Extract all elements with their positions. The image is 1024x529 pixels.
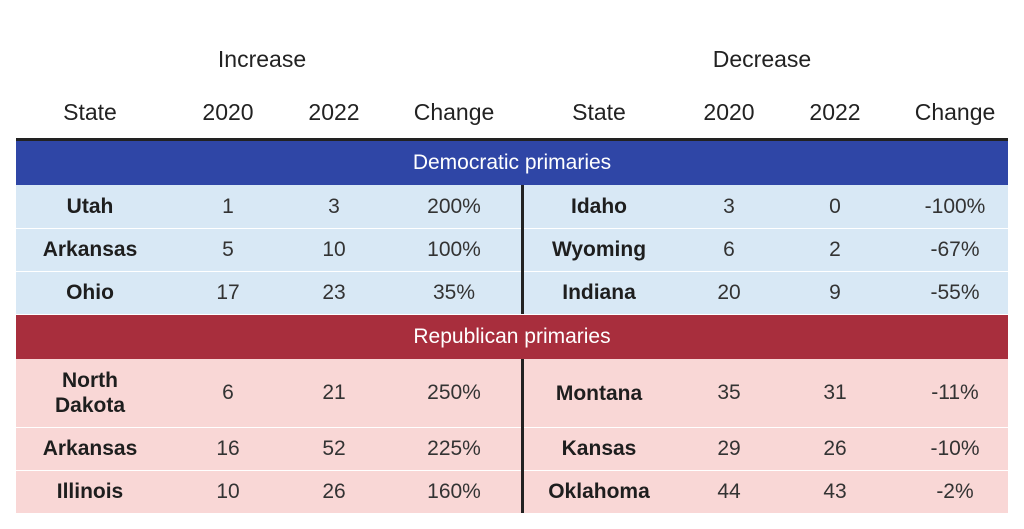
decrease-state-cell: Kansas: [561, 437, 637, 460]
increase-year-2020-cell: 5: [222, 237, 234, 261]
increase-group-header: Increase: [217, 46, 307, 72]
col-header-2020-increase: 2020: [202, 99, 254, 125]
increase-state-cell: Arkansas: [42, 437, 138, 460]
col-header-2022-increase: 2022: [308, 99, 360, 125]
increase-year-2020-cell: 6: [222, 381, 234, 404]
increase-year-2022-cell: 21: [322, 381, 346, 404]
decrease-state-cell: Indiana: [562, 281, 636, 304]
decrease-change-cell: -55%: [930, 280, 980, 304]
increase-year-2022-cell: 10: [322, 237, 346, 261]
decrease-year-2022-cell: 9: [829, 280, 841, 304]
increase-year-2020-cell: 10: [216, 479, 240, 503]
col-header-change-decrease: Change: [914, 99, 996, 125]
col-header-state-increase: State: [63, 99, 117, 125]
increase-state-cell: Ohio: [66, 281, 114, 304]
col-header-2020-decrease: 2020: [703, 99, 755, 125]
col-header-change-increase: Change: [413, 99, 495, 125]
increase-state-cell: North Dakota: [54, 369, 126, 417]
republican-rows: North Dakota 6 21 250% Montana 35 31 -11% Arkans…: [16, 359, 1008, 514]
decrease-change-cell: -67%: [930, 237, 980, 261]
column-divider: [521, 185, 524, 314]
decrease-change-cell: -11%: [931, 381, 979, 404]
increase-state-cell: Utah: [66, 195, 114, 218]
column-divider: [521, 359, 524, 513]
table-row: Arkansas 5 10 100% Wyoming 6 2 -67%: [16, 228, 1008, 272]
decrease-year-2020-cell: 20: [717, 280, 741, 304]
increase-year-2022-cell: 3: [328, 194, 340, 218]
decrease-year-2022-cell: 26: [823, 436, 847, 460]
decrease-state-cell: Montana: [555, 381, 643, 405]
decrease-year-2020-cell: 29: [717, 436, 741, 460]
increase-state-cell: Arkansas: [42, 238, 138, 261]
decrease-year-2022-cell: 0: [829, 194, 841, 218]
increase-change-cell: 100%: [427, 237, 481, 261]
increase-change-cell: 35%: [432, 280, 476, 304]
democratic-rows: Utah 1 3 200% Idaho 3 0 -100% Arkansas 5 10 100% Wyo…: [16, 185, 1008, 315]
table-row: Utah 1 3 200% Idaho 3 0 -100%: [16, 185, 1008, 229]
decrease-state-cell: Wyoming: [551, 238, 647, 261]
table-row: Arkansas 16 52 225% Kansas 29 26 -10%: [16, 427, 1008, 471]
decrease-change-cell: -2%: [936, 479, 974, 503]
table-row: Illinois 10 26 160% Oklahoma 44 43 -2%: [16, 470, 1008, 514]
decrease-group-header: Decrease: [712, 46, 812, 72]
increase-change-cell: 160%: [427, 479, 481, 503]
decrease-year-2020-cell: 6: [723, 237, 735, 261]
decrease-change-cell: -10%: [930, 436, 980, 460]
increase-state-cell: Illinois: [56, 480, 124, 503]
increase-year-2022-cell: 23: [322, 280, 346, 304]
decrease-change-cell: -100%: [924, 194, 986, 218]
decrease-state-cell: Oklahoma: [548, 480, 650, 503]
increase-year-2020-cell: 1: [222, 194, 234, 218]
increase-year-2020-cell: 16: [216, 436, 240, 460]
decrease-year-2020-cell: 35: [717, 381, 741, 404]
decrease-year-2022-cell: 43: [823, 479, 847, 503]
increase-year-2022-cell: 26: [322, 479, 346, 503]
decrease-year-2022-cell: 2: [829, 237, 841, 261]
increase-change-cell: 225%: [427, 436, 481, 460]
col-header-2022-decrease: 2022: [809, 99, 861, 125]
header-rule: [16, 138, 1008, 141]
republican-primaries-band: Republican primaries: [16, 315, 1008, 359]
decrease-year-2022-cell: 31: [823, 381, 847, 404]
decrease-year-2020-cell: 44: [717, 479, 741, 503]
increase-year-2020-cell: 17: [216, 280, 240, 304]
democratic-primaries-band: Democratic primaries: [16, 141, 1008, 185]
table-row: North Dakota 6 21 250% Montana 35 31 -11%: [16, 359, 1008, 428]
col-header-state-decrease: State: [572, 99, 626, 125]
table-row: Ohio 17 23 35% Indiana 20 9 -55%: [16, 271, 1008, 315]
decrease-year-2020-cell: 3: [723, 194, 735, 218]
increase-year-2022-cell: 52: [322, 436, 346, 460]
increase-change-cell: 200%: [427, 194, 481, 218]
decrease-state-cell: Idaho: [571, 195, 627, 218]
increase-change-cell: 250%: [427, 381, 481, 404]
